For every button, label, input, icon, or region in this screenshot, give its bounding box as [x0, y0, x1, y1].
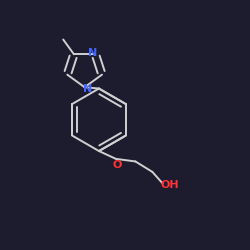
Text: N: N [83, 84, 92, 94]
Text: O: O [112, 160, 122, 170]
Text: N: N [88, 48, 97, 58]
Text: OH: OH [161, 180, 179, 190]
